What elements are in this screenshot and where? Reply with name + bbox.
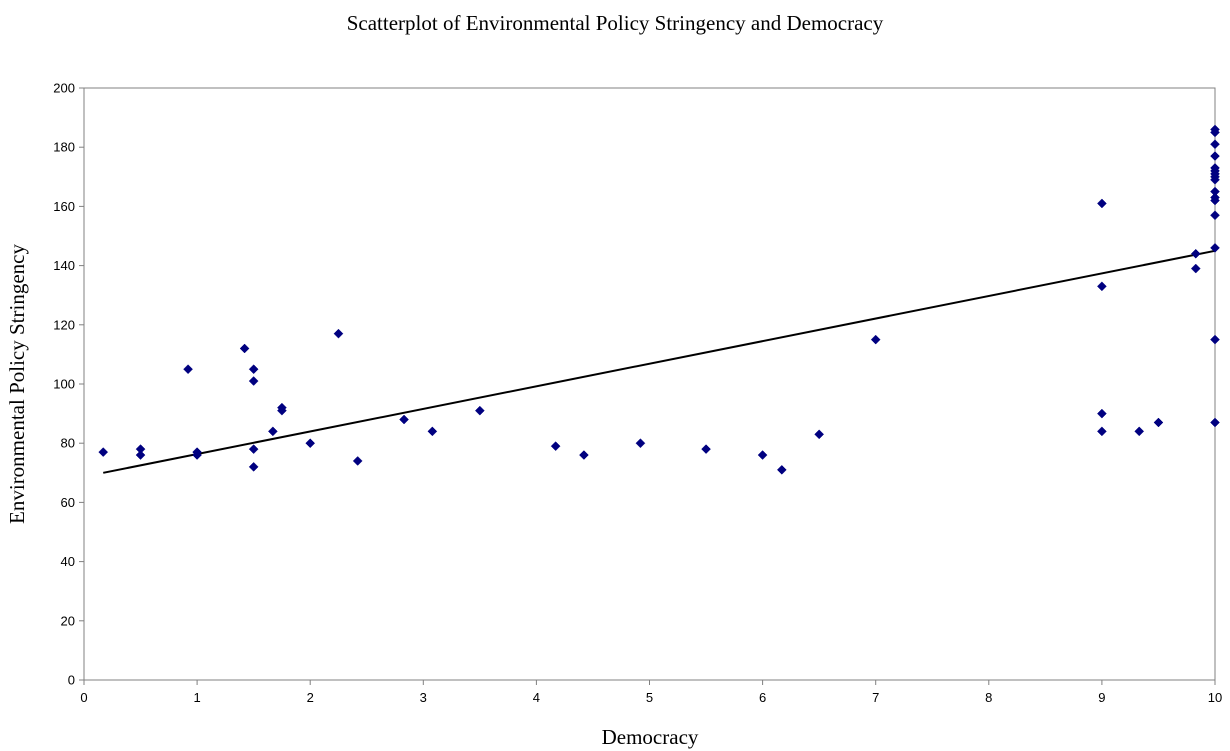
x-tick-label: 1: [193, 690, 200, 705]
y-tick-label: 120: [53, 317, 75, 332]
data-point: [635, 438, 646, 449]
data-point: [239, 343, 250, 354]
x-tick-label: 7: [872, 690, 879, 705]
data-point: [248, 444, 259, 454]
y-tick-label: 140: [53, 258, 75, 273]
data-points: [98, 124, 1220, 475]
x-tick-label: 2: [307, 690, 314, 705]
y-tick-label: 160: [53, 199, 75, 214]
x-tick-label: 4: [533, 690, 540, 705]
data-point: [135, 450, 146, 460]
data-point: [1210, 334, 1220, 345]
data-point: [1097, 281, 1107, 292]
y-tick-label: 100: [53, 377, 75, 392]
y-tick-label: 40: [61, 554, 75, 569]
y-tick-label: 20: [61, 613, 75, 628]
data-point: [248, 376, 259, 386]
x-axis: 0 1 2 3 4 5 6 7 8 9 10: [80, 680, 1222, 705]
data-point: [550, 441, 561, 452]
data-point: [701, 444, 711, 454]
x-tick-label: 9: [1098, 690, 1105, 705]
y-tick-label: 200: [53, 81, 75, 96]
x-tick-label: 3: [420, 690, 427, 705]
data-point: [1190, 248, 1201, 259]
data-point: [1153, 417, 1164, 428]
data-point: [1097, 408, 1107, 419]
data-point: [1210, 242, 1220, 253]
data-point: [579, 450, 589, 460]
y-tick-label: 0: [68, 673, 75, 688]
data-point: [1097, 426, 1107, 437]
trendline: [103, 249, 1216, 474]
data-point: [192, 450, 202, 460]
data-point: [277, 405, 287, 416]
data-point: [427, 426, 438, 437]
chart-title: Scatterplot of Environmental Policy Stri…: [347, 11, 884, 35]
data-point: [1210, 417, 1220, 428]
data-point: [1210, 151, 1220, 161]
data-point: [333, 328, 344, 339]
y-tick-label: 80: [61, 436, 75, 451]
data-point: [305, 438, 316, 449]
data-point: [352, 456, 363, 466]
data-point: [1210, 127, 1220, 138]
x-axis-title: Democracy: [602, 725, 699, 749]
y-axis: 0 20 40 60 80 100 120 140 160 180 200: [53, 81, 84, 688]
data-point: [1210, 210, 1220, 221]
data-point: [870, 334, 881, 345]
data-point: [1097, 198, 1107, 209]
data-point: [248, 462, 259, 472]
x-tick-label: 5: [646, 690, 653, 705]
data-point: [183, 364, 193, 375]
trendline-group: [103, 249, 1216, 474]
data-point: [1210, 139, 1220, 150]
data-point: [1190, 263, 1201, 274]
data-point: [399, 414, 409, 425]
data-point: [98, 447, 109, 457]
x-tick-label: 8: [985, 690, 992, 705]
data-point: [776, 464, 787, 475]
y-axis-title: Environmental Policy Stringency: [5, 244, 29, 524]
x-tick-label: 0: [80, 690, 87, 705]
data-point: [814, 429, 825, 440]
y-tick-label: 180: [53, 140, 75, 155]
data-point: [1210, 174, 1220, 185]
data-point: [757, 450, 768, 460]
y-tick-label: 60: [61, 495, 75, 510]
x-tick-label: 10: [1208, 690, 1222, 705]
data-point: [1210, 195, 1220, 206]
data-point: [474, 405, 485, 416]
data-point: [248, 364, 259, 375]
data-point: [1134, 426, 1145, 437]
data-point: [268, 426, 278, 437]
x-tick-label: 6: [759, 690, 766, 705]
